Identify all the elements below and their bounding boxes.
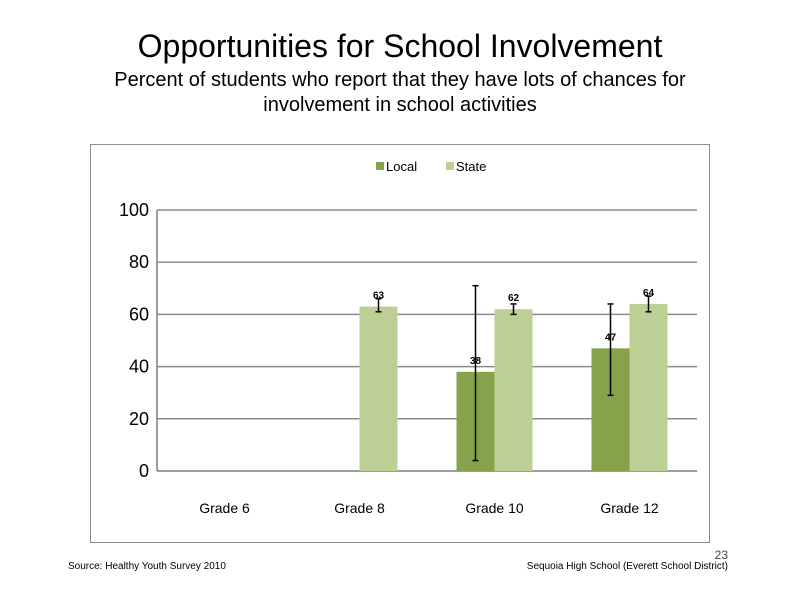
bar-state	[629, 303, 668, 471]
data-label: 62	[508, 293, 520, 304]
school-note: Sequoia High School (Everett School Dist…	[526, 561, 728, 572]
x-tick-label: Grade 12	[600, 500, 659, 516]
data-label: 47	[605, 332, 617, 343]
page-number: 23	[714, 548, 728, 562]
y-tick-label: 0	[139, 461, 149, 481]
x-tick-label: Grade 8	[334, 500, 385, 516]
y-tick-label: 60	[129, 304, 149, 324]
x-tick-label: Grade 10	[465, 500, 524, 516]
slide-subtitle: Percent of students who report that they…	[114, 69, 686, 116]
y-tick-label: 100	[119, 200, 149, 220]
data-label: 64	[643, 288, 655, 299]
data-label: 38	[470, 356, 482, 367]
y-tick-label: 40	[129, 357, 149, 377]
legend-label: State	[456, 159, 486, 174]
x-tick-label: Grade 6	[199, 500, 250, 516]
bar-state	[359, 306, 398, 471]
y-tick-label: 80	[129, 252, 149, 272]
legend-swatch-state	[446, 162, 454, 170]
slide-title: Opportunities for School Involvement	[137, 28, 663, 64]
source-note: Source: Healthy Youth Survey 2010	[68, 561, 226, 572]
bar-state	[494, 309, 533, 471]
chart-frame	[90, 144, 710, 543]
y-tick-label: 20	[129, 409, 149, 429]
data-label: 63	[373, 291, 385, 302]
legend-label: Local	[386, 159, 417, 174]
legend-swatch-local	[376, 162, 384, 170]
